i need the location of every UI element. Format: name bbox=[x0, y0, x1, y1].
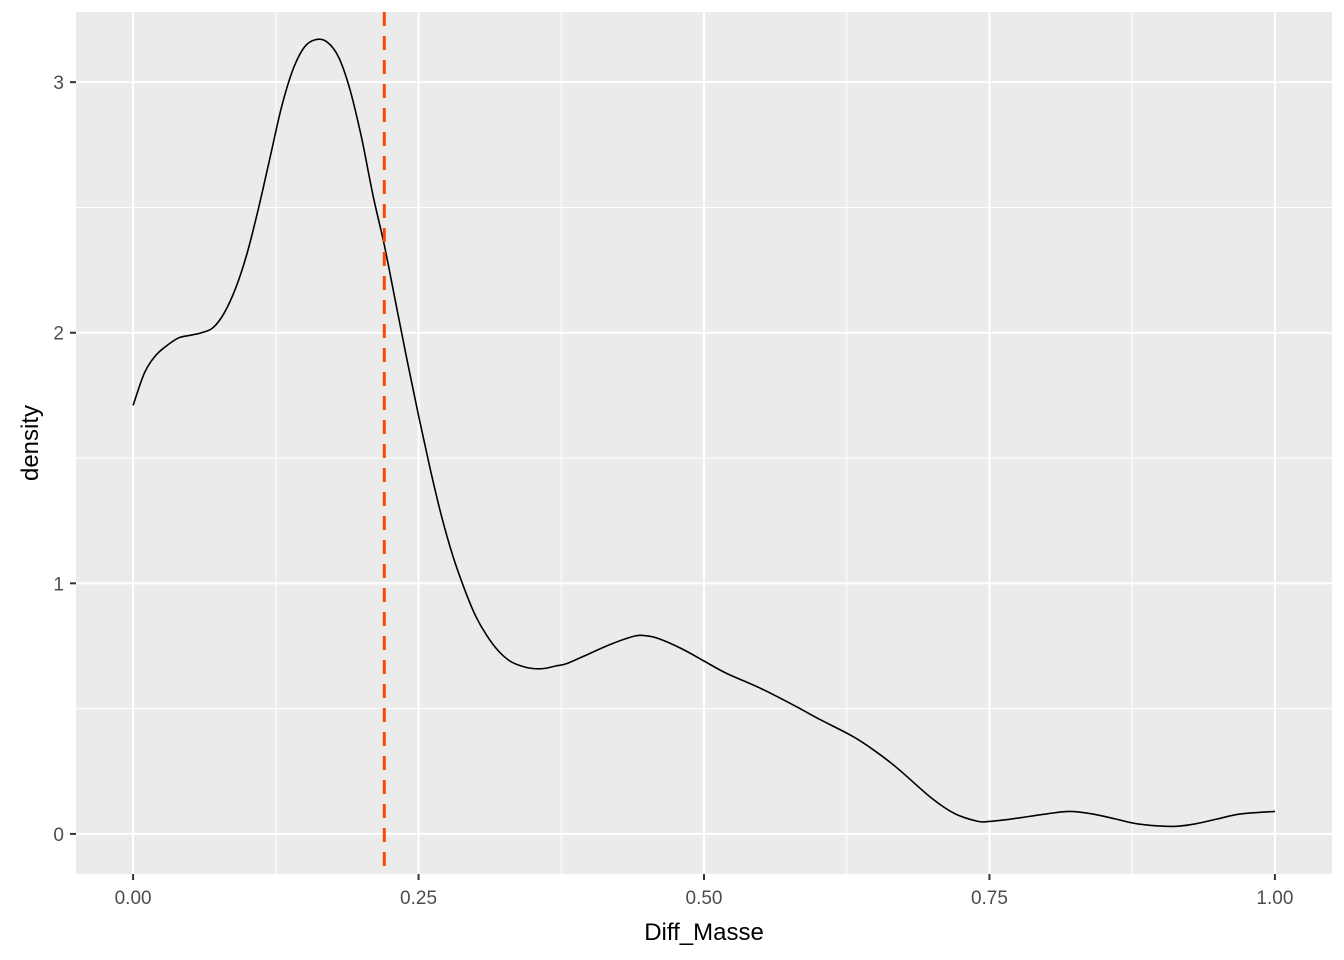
x-tick-label: 1.00 bbox=[1256, 888, 1293, 909]
major-gridlines bbox=[76, 12, 1332, 874]
x-tick-label: 0.25 bbox=[400, 888, 437, 909]
density-line bbox=[132, 38, 1275, 828]
y-tick-label: 0 bbox=[53, 825, 64, 846]
y-tick-label: 1 bbox=[53, 574, 64, 595]
y-tick-label: 3 bbox=[53, 73, 64, 94]
x-axis-ticks: 0.00 0.25 0.50 0.75 1.00 bbox=[115, 874, 1293, 909]
x-tick-label: 0.50 bbox=[686, 888, 723, 909]
y-axis-ticks: 0 1 2 3 bbox=[53, 73, 76, 846]
x-axis-title: Diff_Masse bbox=[644, 919, 764, 946]
x-tick-label: 0.00 bbox=[115, 888, 152, 909]
y-axis-title: density bbox=[17, 405, 44, 481]
y-tick-label: 2 bbox=[53, 324, 64, 345]
x-tick-label: 0.75 bbox=[971, 888, 1008, 909]
